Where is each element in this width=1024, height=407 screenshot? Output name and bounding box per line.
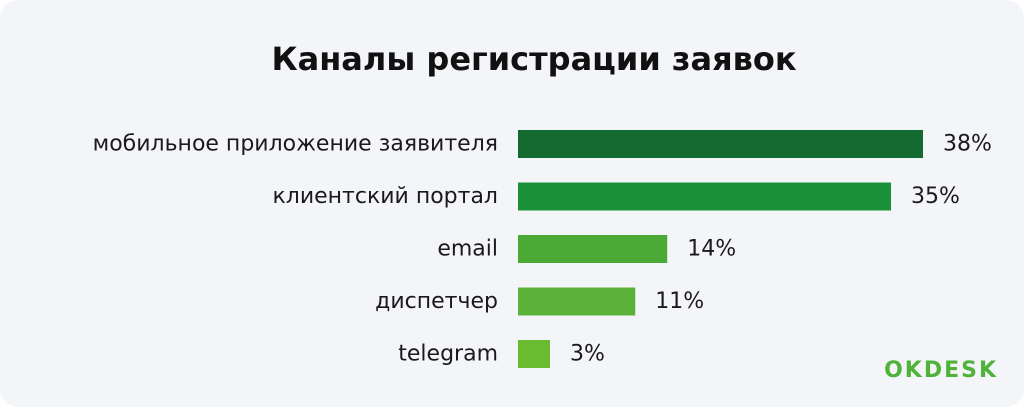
bar	[518, 287, 636, 316]
category-label: telegram	[398, 342, 498, 367]
value-label: 3%	[570, 342, 605, 367]
okdesk-logo: OKDESK	[884, 358, 998, 383]
value-label: 35%	[911, 184, 960, 209]
value-label: 38%	[943, 132, 992, 157]
category-label: клиентский портал	[272, 184, 498, 209]
bar	[518, 130, 923, 158]
category-label: email	[437, 237, 498, 262]
bar	[518, 340, 550, 368]
category-label: диспетчер	[375, 289, 498, 314]
value-label: 11%	[655, 289, 704, 314]
bar	[518, 235, 668, 263]
chart-title: Каналы регистрации заявок	[271, 40, 797, 78]
bar	[518, 182, 892, 211]
value-label: 14%	[687, 237, 736, 262]
category-label: мобильное приложение заявителя	[93, 132, 498, 157]
